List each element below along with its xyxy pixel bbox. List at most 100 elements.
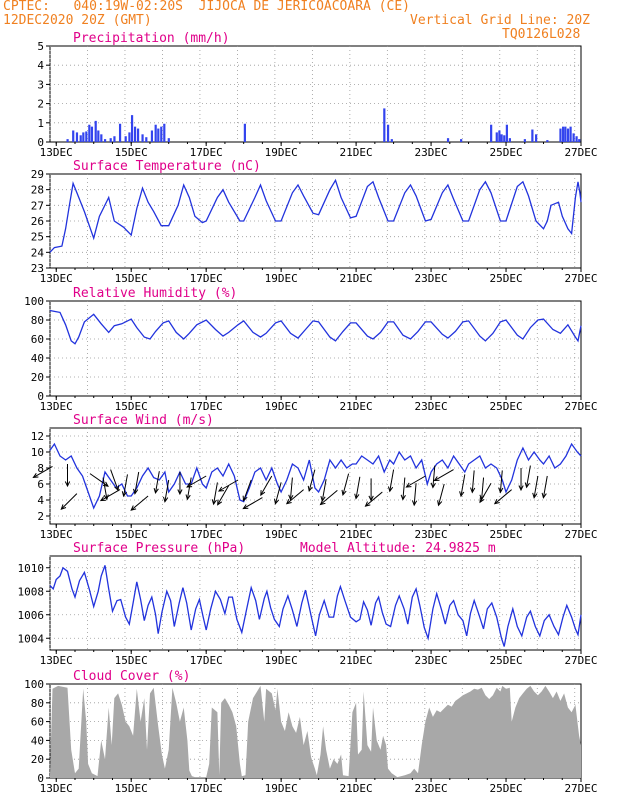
wind-wind-arrowhead bbox=[364, 501, 371, 507]
humidity-ytick-label: 40 bbox=[31, 352, 44, 365]
pressure-ytick-label: 1004 bbox=[18, 632, 45, 645]
wind-wind-arrow bbox=[218, 479, 239, 492]
cloud-xtick-label: 19DEC bbox=[265, 782, 298, 795]
cloud-xtick-label: 25DEC bbox=[489, 782, 522, 795]
precipitation-frame bbox=[49, 45, 582, 143]
wind-wind-arrow bbox=[365, 491, 383, 507]
precipitation-bar bbox=[124, 136, 127, 142]
wind-wind-arrowhead bbox=[185, 494, 191, 501]
precipitation-bar bbox=[94, 120, 97, 142]
wind-title: Surface Wind (m/s) bbox=[73, 413, 214, 428]
pressure-xtick-label: 17DEC bbox=[190, 654, 223, 667]
wind-wind-arrow bbox=[243, 479, 252, 501]
precipitation-bar bbox=[128, 132, 131, 142]
temperature-xtick-label: 19DEC bbox=[265, 272, 298, 285]
precipitation-bar bbox=[136, 128, 140, 142]
cloud-title: Cloud Cover (%) bbox=[73, 669, 190, 684]
precipitation-bar bbox=[82, 132, 85, 142]
precipitation-xtick-label: 23DEC bbox=[415, 146, 448, 159]
wind-ytick-label: 4 bbox=[37, 494, 44, 507]
wind-wind-arrow bbox=[413, 483, 417, 506]
precipitation-bar bbox=[559, 128, 562, 142]
precipitation-bar bbox=[446, 138, 450, 142]
precipitation-bar bbox=[118, 123, 122, 142]
precipitation-ytick-label: 0 bbox=[37, 136, 44, 149]
wind-wind-arrow bbox=[100, 489, 121, 502]
wind-wind-arrow bbox=[243, 497, 263, 510]
wind-xtick-label: 23DEC bbox=[415, 528, 448, 541]
wind-wind-arrowhead bbox=[532, 492, 538, 499]
wind-wind-arrow bbox=[110, 469, 119, 491]
temperature-xtick-label: 25DEC bbox=[489, 272, 522, 285]
wind-wind-arrowhead bbox=[541, 492, 547, 499]
pressure-xtick-label: 13DEC bbox=[40, 654, 73, 667]
cloud-area bbox=[49, 685, 581, 778]
precipitation-bar bbox=[113, 136, 116, 142]
wind-wind-arrow bbox=[186, 475, 207, 488]
cloud-xtick-label: 27DEC bbox=[564, 782, 597, 795]
precipitation-bar bbox=[157, 128, 160, 142]
precipitation-xtick-label: 15DEC bbox=[115, 146, 148, 159]
temperature-ytick-label: 26 bbox=[31, 215, 44, 228]
wind-wind-arrowhead bbox=[411, 500, 418, 507]
wind-wind-arrowhead bbox=[99, 496, 106, 502]
temperature-xtick-label: 17DEC bbox=[190, 272, 223, 285]
wind-wind-arrow bbox=[471, 470, 475, 493]
precipitation-bar bbox=[167, 138, 170, 142]
precipitation-bar bbox=[79, 135, 82, 142]
precipitation-bar bbox=[495, 132, 498, 142]
precipitation-bar bbox=[85, 131, 88, 142]
humidity-ytick-label: 0 bbox=[37, 390, 44, 403]
temperature-ytick-label: 27 bbox=[31, 199, 44, 212]
wind-wind-arrowhead bbox=[518, 485, 524, 492]
wind-wind-arrow bbox=[217, 485, 230, 505]
wind-wind-arrow bbox=[286, 489, 304, 505]
wind-wind-arrowhead bbox=[153, 487, 159, 495]
humidity-ytick-label: 20 bbox=[31, 371, 44, 384]
precipitation-bar bbox=[546, 140, 549, 142]
precipitation-bar bbox=[505, 124, 508, 142]
humidity-xtick-label: 23DEC bbox=[415, 400, 448, 413]
cloud-ytick-label: 0 bbox=[37, 772, 44, 785]
wind-series-line bbox=[49, 442, 582, 510]
wind-wind-arrowhead bbox=[242, 495, 248, 502]
precipitation-bar bbox=[88, 124, 91, 142]
wind-wind-arrowhead bbox=[524, 482, 530, 489]
wind-wind-arrowhead bbox=[130, 505, 137, 511]
wind-wind-arrow bbox=[289, 477, 293, 500]
cloud-xtick-label: 13DEC bbox=[40, 782, 73, 795]
pressure-xtick-label: 27DEC bbox=[564, 654, 597, 667]
cloud-xtick-label: 23DEC bbox=[415, 782, 448, 795]
humidity-ytick-label: 60 bbox=[31, 333, 44, 346]
precipitation-bar bbox=[569, 126, 572, 142]
precipitation-bar bbox=[390, 139, 393, 142]
wind-wind-arrow bbox=[213, 482, 218, 505]
temperature-ytick-label: 24 bbox=[31, 246, 45, 259]
cloud-xtick-label: 17DEC bbox=[190, 782, 223, 795]
wind-wind-arrow bbox=[526, 465, 531, 488]
precipitation-bar bbox=[503, 135, 506, 142]
humidity-xtick-label: 25DEC bbox=[489, 400, 522, 413]
wind-wind-arrow bbox=[389, 469, 395, 492]
station-header: CPTEC: 040:19W-02:20S JIJOCA DE JERICOAC… bbox=[3, 0, 410, 14]
wind-wind-arrow bbox=[499, 470, 503, 493]
run-time-label: 12DEC2020 20Z (GMT) bbox=[3, 13, 152, 28]
wind-wind-arrow bbox=[123, 474, 128, 497]
precipitation-bar bbox=[90, 126, 94, 142]
wind-xtick-label: 17DEC bbox=[190, 528, 223, 541]
wind-wind-arrow bbox=[134, 471, 140, 494]
precipitation-bar bbox=[163, 123, 166, 142]
cloud-xtick-label: 21DEC bbox=[340, 782, 373, 795]
precipitation-bar bbox=[109, 138, 112, 142]
humidity-xtick-label: 27DEC bbox=[564, 400, 597, 413]
wind-wind-arrowhead bbox=[459, 491, 465, 498]
wind-ytick-label: 6 bbox=[37, 478, 44, 491]
humidity-xtick-label: 13DEC bbox=[40, 400, 73, 413]
precipitation-bar bbox=[383, 108, 386, 142]
precipitation-bar bbox=[160, 126, 163, 142]
precipitation-bar bbox=[535, 134, 538, 142]
wind-wind-arrowhead bbox=[186, 482, 193, 488]
pressure-xtick-label: 21DEC bbox=[340, 654, 373, 667]
precipitation-ytick-label: 1 bbox=[37, 117, 44, 130]
